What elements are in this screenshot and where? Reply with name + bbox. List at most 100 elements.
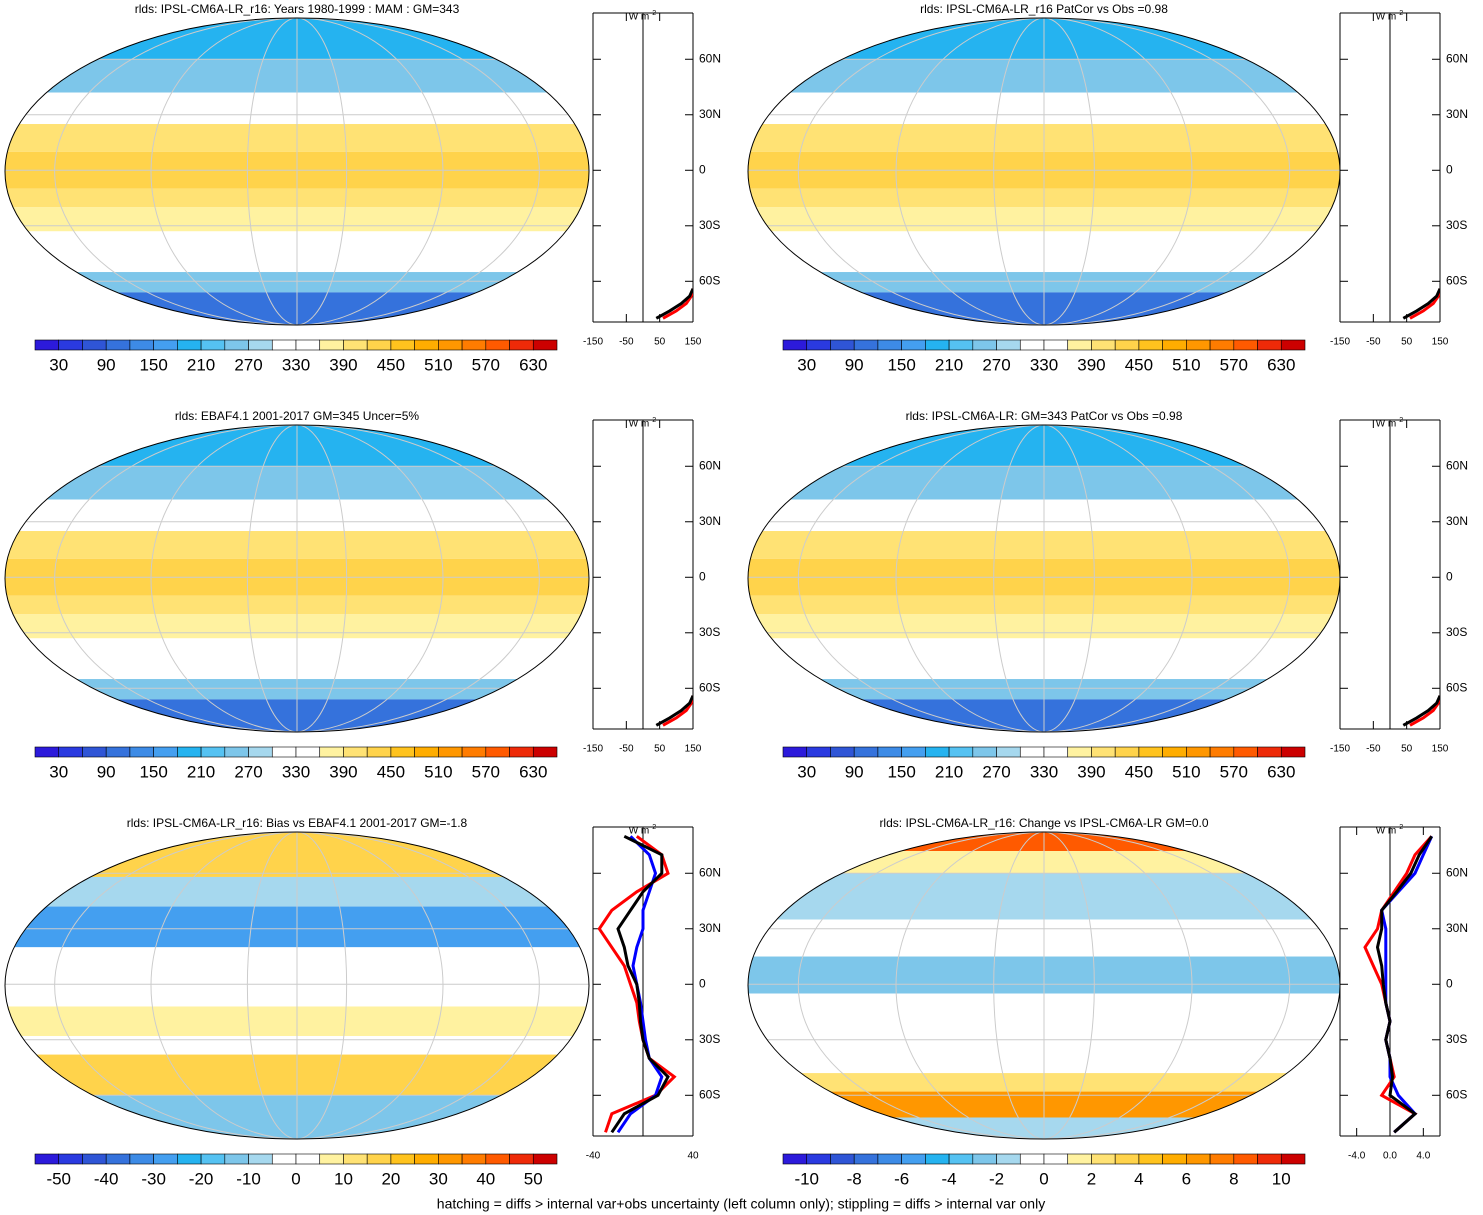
colorbar-swatch (901, 339, 926, 351)
colorbar-label: 8 (1229, 1169, 1238, 1188)
colorbar-swatch (948, 339, 974, 351)
meridian (895, 425, 1193, 732)
colorbar-label: 630 (519, 355, 547, 374)
colorbar-swatch (366, 746, 392, 758)
y-tick-label: 30S (699, 1032, 720, 1046)
y-tick-label: 30N (699, 107, 721, 121)
colorbar-swatch (34, 746, 60, 758)
colorbar-label: 6 (1182, 1169, 1191, 1188)
colorbar-swatch (58, 339, 83, 351)
x-tick-label: -150 (583, 744, 603, 755)
colorbar-swatch (438, 339, 463, 351)
colorbar-swatch (853, 339, 879, 351)
colorbar-swatch (1043, 746, 1069, 758)
colorbar-swatch (105, 339, 131, 351)
map (5, 425, 589, 732)
y-tick-label: 0 (699, 569, 706, 583)
colorbar-label: 330 (1030, 762, 1058, 781)
colorbar-label: 630 (519, 762, 547, 781)
map (748, 18, 1340, 325)
meridian (150, 832, 444, 1139)
meridian (54, 425, 540, 732)
colorbar-label: 0 (1039, 1169, 1048, 1188)
colorbar-swatch (901, 1153, 926, 1165)
colorbar-swatch (414, 339, 439, 351)
colorbar-label: 0 (291, 1169, 300, 1188)
colorbar-swatch (830, 1153, 855, 1165)
colorbar-label: 390 (329, 355, 357, 374)
y-tick-label: 60S (1446, 1087, 1467, 1101)
meridian (150, 425, 444, 732)
colorbar-label: 30 (797, 762, 816, 781)
meridian (54, 832, 540, 1139)
y-tick-label: 30S (699, 625, 720, 639)
colorbar-swatch (390, 339, 415, 351)
colorbar-label: 270 (982, 762, 1010, 781)
colorbar-swatch (509, 339, 534, 351)
colorbar-swatch (1019, 339, 1045, 351)
unit-label: W m (1376, 419, 1397, 430)
x-tick-label: -50 (1366, 744, 1381, 755)
colorbar-swatch (461, 339, 487, 351)
meridian (246, 832, 348, 1139)
meridian (246, 18, 348, 325)
colorbar-label: 150 (887, 355, 915, 374)
colorbar-swatch (105, 746, 131, 758)
colorbar-swatch (1209, 746, 1235, 758)
colorbar-swatch (1209, 1153, 1235, 1165)
map-border (4, 831, 590, 1140)
meridian (54, 18, 540, 325)
panel-title: rlds: IPSL-CM6A-LR_r16 PatCor vs Obs =0.… (920, 2, 1168, 16)
colorbar-swatch (996, 339, 1021, 351)
colorbar-swatch (224, 746, 249, 758)
map (5, 832, 589, 1139)
colorbar-swatch (1233, 746, 1258, 758)
colorbar-swatch (1257, 339, 1282, 351)
y-tick-label: 30S (1446, 1032, 1467, 1046)
colorbar-swatch (438, 1153, 463, 1165)
colorbar-swatch (1280, 339, 1306, 351)
colorbar-swatch (806, 746, 831, 758)
unit-label: W m (1376, 826, 1397, 837)
colorbar-swatch (1019, 746, 1045, 758)
colorbar-swatch (129, 746, 154, 758)
colorbar-swatch (782, 746, 808, 758)
x-tick-label: -150 (1330, 744, 1350, 755)
colorbar-label: 90 (97, 762, 116, 781)
colorbar-swatch (177, 746, 202, 758)
colorbar-swatch (830, 339, 855, 351)
colorbar-swatch (343, 339, 368, 351)
profile-line (1409, 288, 1440, 320)
colorbar-label: 90 (845, 762, 864, 781)
y-tick-label: 60S (1446, 273, 1467, 287)
colorbar-swatch (295, 1153, 321, 1165)
colorbar-label: 330 (282, 355, 310, 374)
colorbar-label: 10 (334, 1169, 353, 1188)
profile-line (610, 834, 670, 1134)
map (748, 425, 1340, 732)
colorbar-swatch (129, 339, 154, 351)
panel-title: rlds: IPSL-CM6A-LR_r16: Years 1980-1999 … (135, 2, 460, 16)
colorbar-swatch (485, 1153, 510, 1165)
colorbar-swatch (1233, 339, 1258, 351)
profile-line (1409, 695, 1440, 727)
colorbar-swatch (1067, 339, 1092, 351)
colorbar-label: -30 (141, 1169, 166, 1188)
colorbar-swatch (925, 1153, 950, 1165)
colorbar-swatch (366, 339, 392, 351)
colorbar-label: 210 (187, 355, 215, 374)
colorbar-label: 150 (139, 355, 167, 374)
colorbar-label: 450 (1125, 355, 1153, 374)
unit-exponent: -2 (1397, 417, 1403, 424)
meridian (895, 18, 1193, 325)
colorbar-swatch (1114, 1153, 1140, 1165)
colorbar-label: 30 (797, 355, 816, 374)
colorbar-swatch (1257, 1153, 1282, 1165)
y-tick-label: 60N (1446, 865, 1468, 879)
colorbar-swatch (343, 1153, 368, 1165)
x-tick-label: -50 (1366, 337, 1381, 348)
colorbar-swatch (1114, 746, 1140, 758)
colorbar-swatch (1114, 339, 1140, 351)
colorbar-swatch (1091, 339, 1116, 351)
footer-note: hatching = diffs > internal var+obs unce… (437, 1196, 1045, 1212)
